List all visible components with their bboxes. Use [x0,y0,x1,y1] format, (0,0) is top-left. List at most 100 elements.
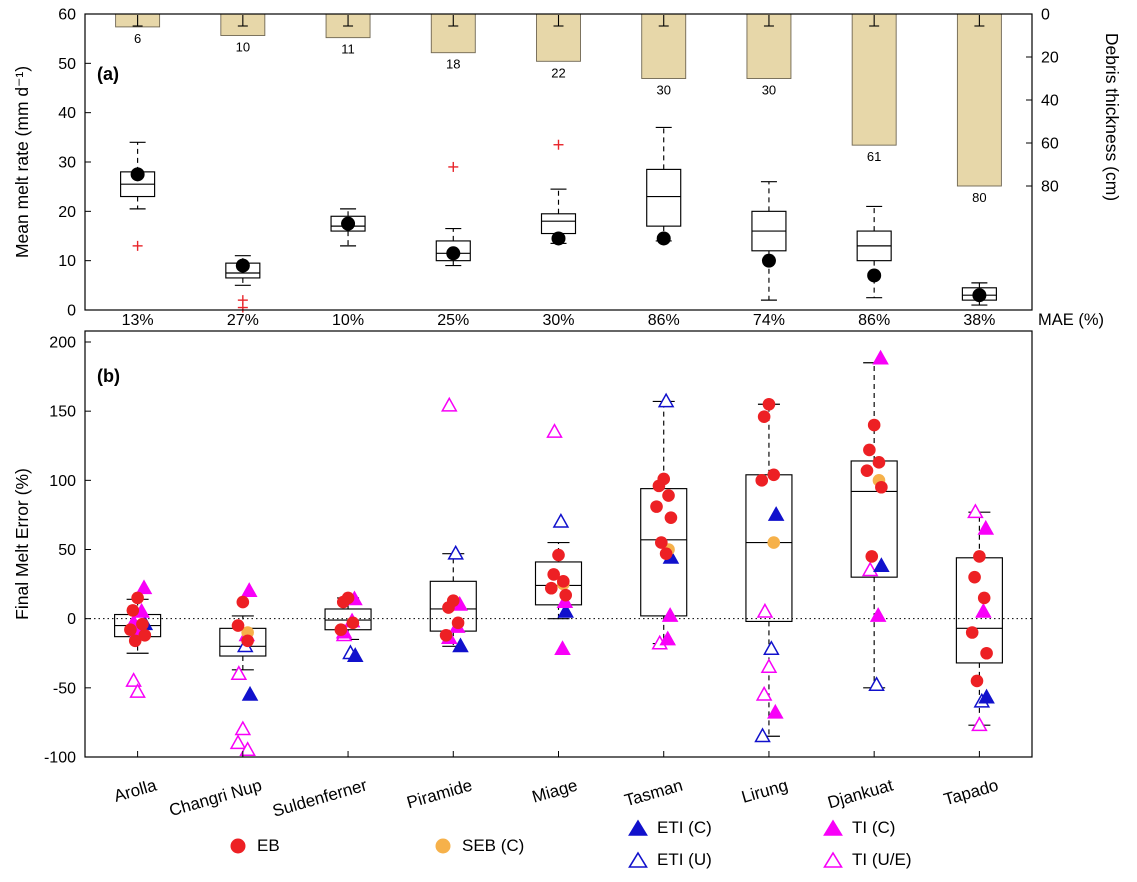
debris-bar-djankuat [851,13,897,146]
debris-value-label: 11 [341,42,355,57]
debris-value-label: 6 [134,31,141,46]
point-ti-u-e [234,720,252,736]
point-eb [977,591,991,605]
point-seb-c [767,536,781,549]
mean-melt-dot [446,246,461,261]
point-ti-c [767,703,784,719]
point-eti-c [346,647,364,662]
x-tick-label-tasman: Tasman [622,776,684,811]
debris-value-label: 30 [656,83,670,98]
y-tick-label-melt-rate: 30 [58,155,76,172]
mean-melt-dot [341,216,356,231]
point-eb [559,588,572,602]
point-eti-u [754,727,771,743]
y-axis-label-debris-thickness: Debris thickness (cm) [1102,32,1122,202]
debris-value-label: 18 [446,57,460,72]
y-tick-label-final-melt-error: 150 [49,404,76,421]
point-ti-u-e [230,665,248,680]
point-ti-u-e [125,672,142,687]
y-axis-label-final-melt-error: Final Melt Error (%) [12,468,32,620]
box [646,168,682,227]
mae-value-djankuat: 86% [858,312,890,329]
point-eti-u [868,676,885,692]
y-tick-label-final-melt-error: -100 [44,750,76,767]
mean-melt-dot [551,231,566,246]
point-eb [664,511,678,524]
box [540,213,577,235]
point-eb [867,418,881,432]
point-eti-u [657,392,675,408]
point-eb [755,474,769,487]
y-tick-label-debris: 40 [1041,93,1059,110]
point-eti-c [452,637,469,653]
point-ti-u-e [971,716,988,732]
box [435,240,471,262]
point-ti-u-e [755,685,773,701]
point-ti-u-e [756,602,774,618]
point-eb [662,489,675,502]
box [330,215,366,232]
y-tick-label-melt-rate: 50 [58,56,76,73]
panel-b-frame [84,330,1033,758]
mae-value-tapado: 38% [963,312,995,329]
y-axis-label-melt-rate: Mean melt rate (mm d⁻¹) [12,65,32,259]
panel-a-label: (a) [97,64,119,84]
point-eb [762,397,776,411]
mean-melt-dot [867,268,882,283]
x-tick-label-arolla: Arolla [112,775,160,805]
mae-value-piramide: 25% [437,312,469,329]
y-tick-label-debris: 0 [1041,7,1050,24]
point-ti-c [975,602,992,618]
point-eb [865,550,879,563]
point-eb [136,617,149,631]
y-tick-label-melt-rate: 40 [58,105,76,122]
point-eb [557,575,570,588]
point-eb [767,468,781,482]
point-eb [545,581,558,595]
mean-melt-dot [656,231,671,246]
point-ti-c [135,579,153,595]
x-tick-label-djankuat: Djankuat [826,776,896,813]
point-eb [860,464,874,477]
y-tick-label-debris: 20 [1041,50,1059,67]
mae-value-miage: 30% [542,312,574,329]
y-tick-label-debris: 80 [1041,179,1059,196]
box [745,474,793,623]
box [324,608,372,631]
point-eb [442,601,455,614]
mean-melt-dot [761,253,776,268]
point-ti-u-e [229,734,247,750]
debris-bar-miage [536,13,581,62]
point-eb [547,568,560,581]
point-eb [970,674,984,688]
y-tick-label-melt-rate: 10 [58,253,76,270]
point-eb [968,570,981,584]
point-eb [652,479,666,493]
mae-value-suldenferner: 10% [332,312,364,329]
y-tick-label-final-melt-error: 200 [49,335,76,352]
point-eb [128,634,142,648]
mae-value-tasman: 86% [648,312,680,329]
point-ti-c [869,607,887,622]
point-eb [872,456,886,469]
point-ti-c [554,640,571,656]
point-eti-c [978,688,995,704]
point-eb [863,443,876,457]
x-tick-label-tapado: Tapado [942,776,1001,810]
point-eb [334,623,348,637]
panel-b-label: (b) [97,366,120,386]
point-eb [973,550,986,563]
mean-melt-dot [972,288,987,303]
point-eb [231,619,245,632]
point-eb [346,616,360,630]
point-ti-u-e [760,658,778,674]
point-ti-u-e [129,683,146,698]
mae-value-arolla: 13% [122,312,154,329]
debris-value-label: 10 [236,40,250,55]
x-tick-label-miage: Miage [530,776,580,807]
y-tick-label-melt-rate: 20 [58,204,76,221]
point-eb [659,547,673,560]
point-eti-c [873,557,890,573]
